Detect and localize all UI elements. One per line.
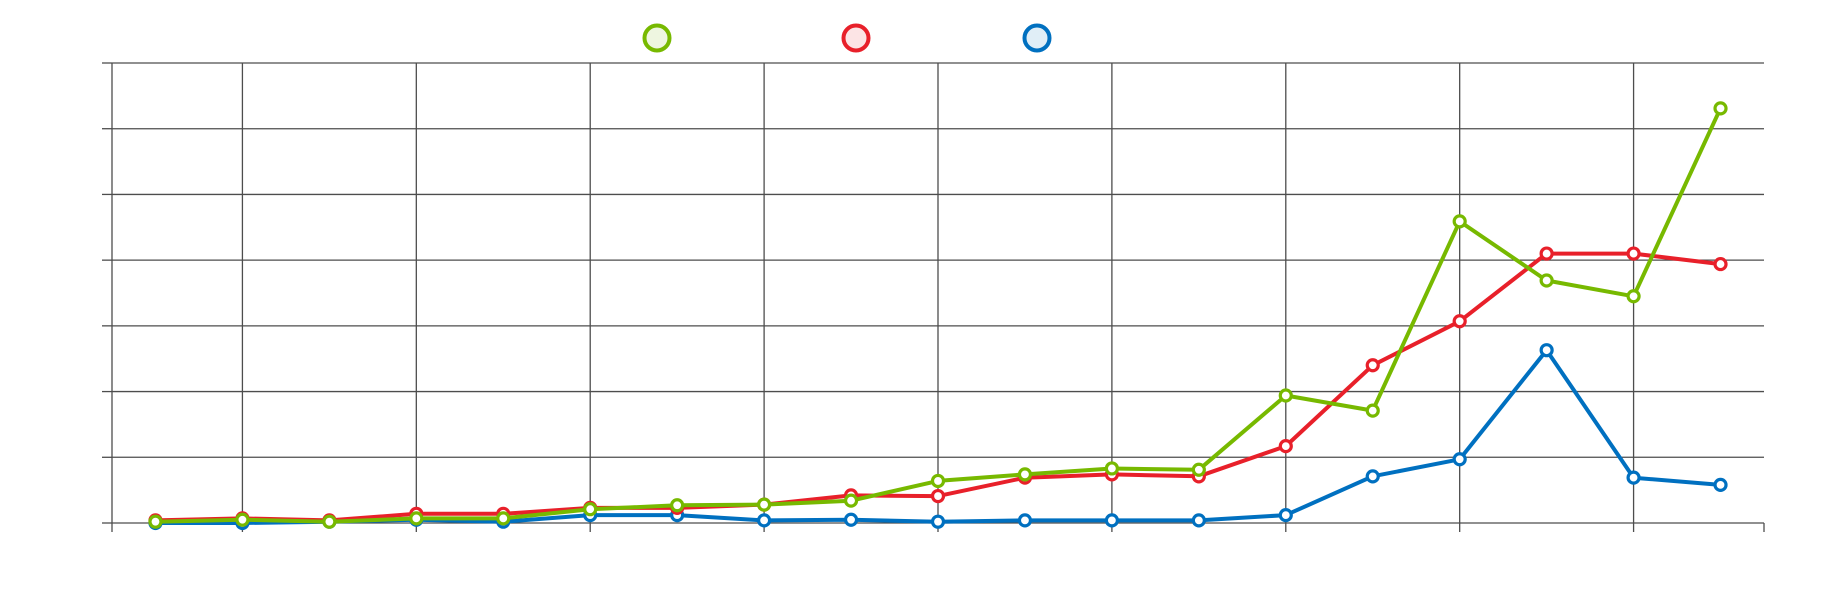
point-marker	[1191, 513, 1206, 528]
point-marker	[843, 512, 859, 527]
point-marker	[670, 498, 685, 513]
legend-marker	[841, 23, 871, 53]
point-marker	[1626, 470, 1641, 485]
point-marker	[843, 493, 859, 508]
point-marker	[1452, 452, 1467, 467]
point-marker	[1539, 273, 1554, 288]
point-marker	[930, 473, 946, 489]
point-marker	[930, 514, 946, 529]
point-marker	[322, 514, 337, 529]
point-marker	[235, 512, 250, 527]
point-marker	[1626, 289, 1641, 304]
point-marker	[1017, 467, 1033, 482]
point-marker	[496, 511, 511, 526]
point-marker	[1713, 477, 1728, 492]
point-marker	[930, 488, 946, 504]
point-marker	[1278, 439, 1293, 454]
point-marker	[1365, 358, 1380, 373]
point-marker	[757, 497, 772, 512]
point-marker	[1278, 508, 1293, 523]
point-marker	[148, 514, 163, 529]
legend-marker	[642, 23, 672, 53]
point-marker	[1539, 246, 1554, 261]
legend-marker	[1022, 23, 1052, 53]
point-marker	[1104, 461, 1119, 476]
point-marker	[1104, 513, 1119, 528]
point-marker	[1539, 343, 1554, 358]
point-marker	[1017, 513, 1033, 528]
point-marker	[1713, 256, 1728, 272]
point-marker	[1452, 214, 1467, 229]
point-marker	[409, 511, 424, 526]
point-marker	[1365, 403, 1380, 418]
point-marker	[1626, 246, 1641, 261]
point-marker	[1191, 462, 1206, 477]
point-marker	[757, 513, 772, 528]
point-marker	[1365, 469, 1380, 484]
point-marker	[1452, 314, 1467, 329]
point-marker	[1713, 101, 1728, 116]
point-marker	[583, 502, 598, 517]
point-marker	[1278, 388, 1293, 403]
